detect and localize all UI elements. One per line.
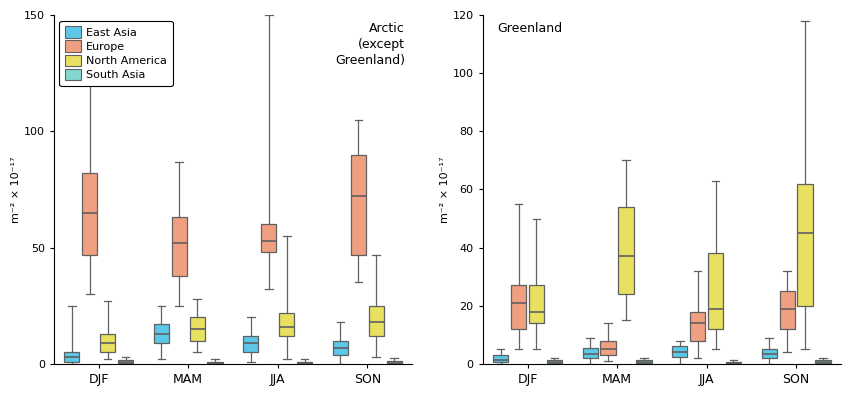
PathPatch shape: [780, 291, 795, 329]
PathPatch shape: [153, 324, 169, 343]
PathPatch shape: [636, 360, 652, 363]
PathPatch shape: [583, 348, 598, 358]
PathPatch shape: [189, 317, 204, 341]
Text: Arctic
(except
Greenland): Arctic (except Greenland): [335, 22, 405, 67]
PathPatch shape: [762, 349, 777, 358]
PathPatch shape: [208, 362, 222, 363]
PathPatch shape: [64, 352, 79, 362]
PathPatch shape: [333, 341, 348, 355]
PathPatch shape: [351, 154, 366, 254]
PathPatch shape: [387, 361, 402, 363]
PathPatch shape: [369, 306, 384, 336]
PathPatch shape: [100, 333, 115, 352]
PathPatch shape: [726, 362, 741, 363]
Y-axis label: m⁻² × 10⁻¹⁷: m⁻² × 10⁻¹⁷: [11, 156, 21, 223]
PathPatch shape: [815, 360, 831, 363]
PathPatch shape: [708, 253, 723, 329]
Legend: East Asia, Europe, North America, South Asia: East Asia, Europe, North America, South …: [60, 21, 173, 86]
PathPatch shape: [797, 184, 813, 306]
PathPatch shape: [511, 285, 527, 329]
PathPatch shape: [244, 336, 258, 352]
PathPatch shape: [619, 207, 634, 294]
PathPatch shape: [82, 173, 97, 254]
PathPatch shape: [297, 362, 312, 363]
PathPatch shape: [118, 360, 133, 363]
Text: Greenland: Greenland: [497, 22, 562, 35]
PathPatch shape: [690, 312, 705, 341]
PathPatch shape: [547, 360, 562, 363]
PathPatch shape: [171, 218, 187, 276]
PathPatch shape: [279, 313, 294, 336]
PathPatch shape: [601, 341, 616, 355]
Y-axis label: m⁻² × 10⁻¹⁷: m⁻² × 10⁻¹⁷: [440, 156, 450, 223]
PathPatch shape: [262, 224, 276, 252]
PathPatch shape: [672, 347, 688, 357]
PathPatch shape: [529, 285, 544, 323]
PathPatch shape: [493, 355, 509, 362]
